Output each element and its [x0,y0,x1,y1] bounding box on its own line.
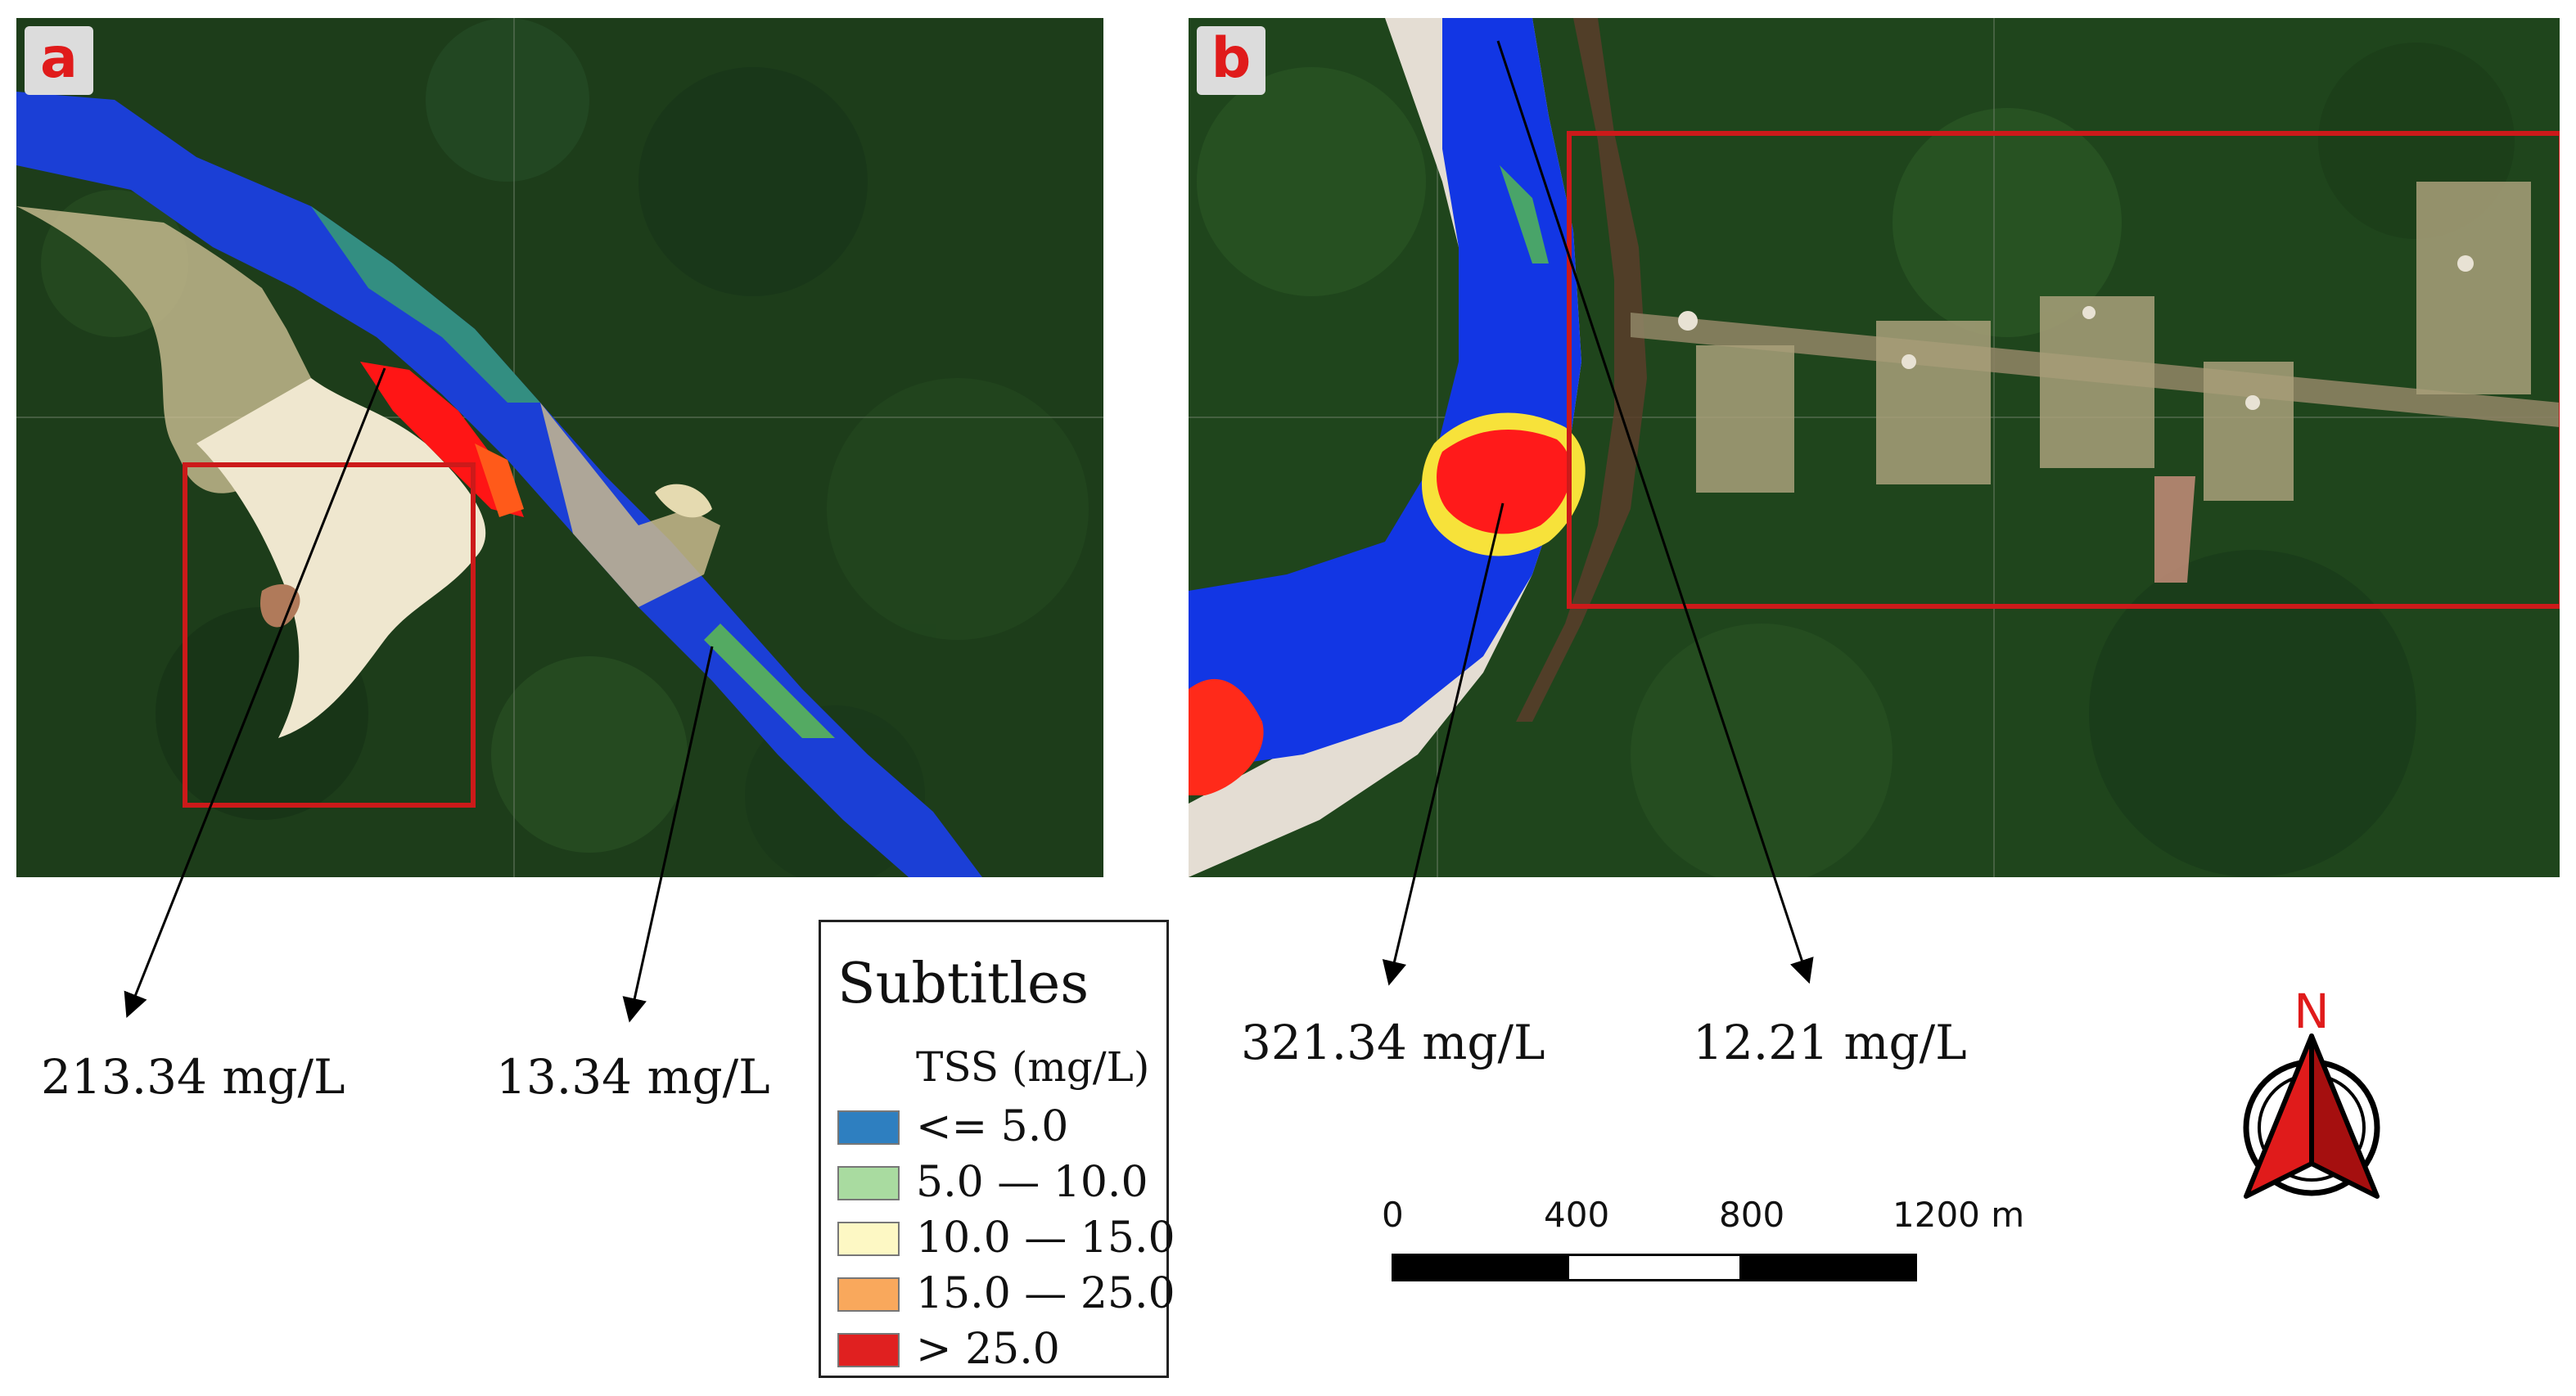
legend-swatch [837,1277,900,1312]
legend-subtitle: TSS (mg/L) [916,1043,1150,1091]
north-label: N [2294,984,2329,1039]
legend: Subtitles TSS (mg/L) <= 5.0 5.0 — 10.0 1… [819,920,1175,1378]
legend-item-label: > 25.0 [916,1325,1060,1374]
scale-tick-label: 800 [1719,1195,1785,1235]
north-arrow-icon: N [2243,984,2380,1199]
scale-bar: 0 400 800 1200 m [1382,1195,2024,1285]
value-label-b-left: 321.34 mg/L [1241,1015,1545,1070]
legend-swatch [837,1222,900,1256]
map-panel-b: b [1189,18,2560,877]
legend-item-label: <= 5.0 [916,1102,1069,1151]
legend-item-label: 5.0 — 10.0 [916,1158,1148,1207]
scale-tick-label: 400 [1544,1195,1610,1235]
map-panel-a: a [16,18,1103,877]
legend-item-label: 15.0 — 25.0 [916,1269,1175,1318]
panel-label-a: a [25,26,93,95]
value-label-a-right: 13.34 mg/L [496,1049,770,1105]
panel-label-b: b [1197,26,1265,95]
scale-segment [1742,1254,1917,1281]
scale-tick-label: 1200 m [1893,1195,2025,1235]
north-arrow: N [2238,982,2385,1203]
value-label-a-left: 213.34 mg/L [41,1049,345,1105]
satellite-image-a [16,18,1103,877]
scale-tick-label: 0 [1382,1195,1404,1235]
scale-segment [1392,1254,1567,1281]
value-label-b-right: 12.21 mg/L [1693,1015,1967,1070]
satellite-image-b [1189,18,2560,877]
legend-title: Subtitles [837,952,1089,1016]
legend-swatch [837,1110,900,1145]
legend-swatch [837,1166,900,1200]
legend-item-label: 10.0 — 15.0 [916,1214,1175,1263]
scale-segment [1567,1254,1742,1281]
legend-swatch [837,1333,900,1367]
